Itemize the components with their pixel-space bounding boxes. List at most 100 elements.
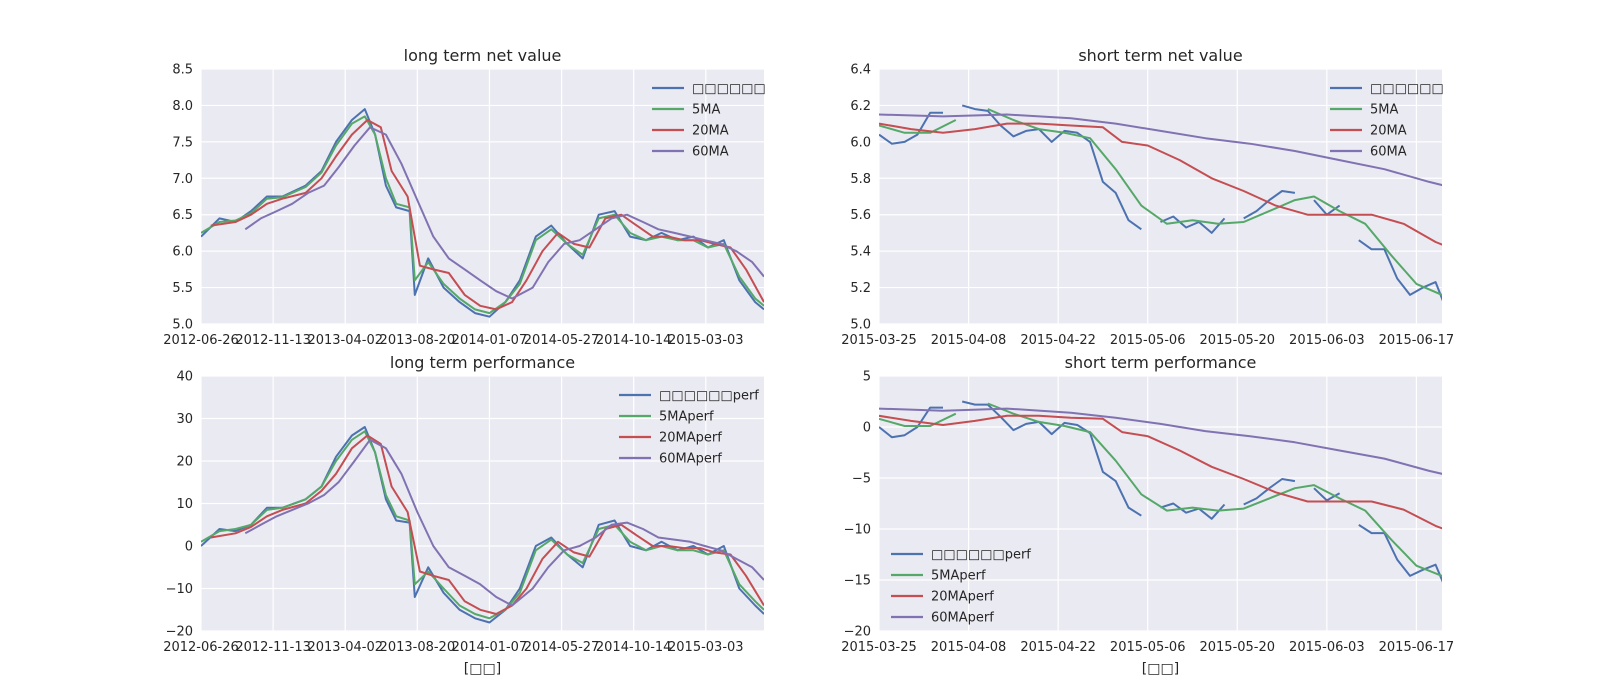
y-tick-label: 5.4 [850,245,871,260]
x-tick-label: 2015-06-03 [1289,640,1365,655]
series-line-1 [201,115,764,315]
legend-label: 20MAperf [659,431,722,446]
legend-label: 60MAperf [931,611,994,626]
series-line-2 [879,122,1442,246]
x-tick-label: 2014-01-07 [452,333,528,348]
y-tick-label: 30 [176,412,193,427]
y-tick-label: 5 [863,370,871,385]
legend-label: 5MAperf [931,569,986,584]
legend-label: 60MA [1370,145,1407,160]
series-line-2 [210,434,764,615]
legend: □□□□□□ 5MA 20MA 60MA [652,82,766,160]
x-tick-label: 2015-05-20 [1199,640,1275,655]
y-tick-label: 5.2 [850,281,871,296]
y-tick-label: −5 [852,472,871,487]
legend-label: 20MA [1370,124,1407,139]
series-line-2 [210,119,764,311]
legend-label: 60MAperf [659,452,722,467]
y-tick-label: −20 [844,625,871,640]
series-line-0 [879,400,1442,583]
x-tick-label: 2015-06-03 [1289,333,1365,348]
x-tick-label: 2014-10-14 [596,640,672,655]
legend-label: 5MA [692,103,720,118]
y-tick-label: 5.8 [850,172,871,187]
x-tick-label: 2012-11-13 [235,640,311,655]
y-tick-label: −15 [844,574,871,589]
x-tick-label: 2014-05-27 [524,640,600,655]
chart-long-term-performance: −20−100102030402012-06-262012-11-132013-… [163,353,764,677]
y-tick-label: 6.5 [172,208,193,223]
legend-label: 5MA [1370,103,1398,118]
legend-label: □□□□□□perf [931,548,1031,563]
plot-area [879,69,1442,324]
chart-short-term-performance: −20 −15 −10 −5 0 5 2015-03-25 2015-04-08 2015-04… [841,353,1455,677]
series-line-0 [879,104,1442,302]
x-tick-label: 2013-08-20 [380,640,456,655]
series-line-3 [244,126,764,300]
legend-label: □□□□□□perf [659,389,759,404]
series-line-1 [201,430,764,620]
chart-short-term-net-value: 5.0 5.2 5.4 5.6 5.8 6.0 6.2 6.4 2015-03-25 2015-0… [841,46,1455,348]
x-tick-label: 2015-03-03 [668,640,744,655]
y-tick-label: 7.0 [172,172,193,187]
legend-label: □□□□□□ [692,82,766,97]
y-tick-label: 6.2 [850,99,871,114]
x-tick-label: 2015-05-06 [1110,333,1186,348]
legend-label: 20MA [692,124,729,139]
y-tick-label: 8.5 [172,63,193,78]
x-tick-label: 2015-06-17 [1379,640,1455,655]
x-tick-label: 2015-03-03 [668,333,744,348]
y-tick-label: 20 [176,455,193,470]
legend: □□□□□□ 5MA 20MA 60MA [1330,82,1444,160]
x-tick-label: 2015-04-08 [931,333,1007,348]
y-tick-label: −20 [166,625,193,640]
x-tick-label: 2015-06-17 [1379,333,1455,348]
x-tick-label: 2012-06-26 [163,640,239,655]
y-tick-label: 40 [176,370,193,385]
y-tick-label: 6.0 [172,245,193,260]
x-tick-label: 2015-04-08 [931,640,1007,655]
legend: □□□□□□perf 5MAperf 20MAperf 60MAperf [619,389,759,467]
series-line-3 [244,438,764,607]
x-axis-label: [□□] [1142,661,1179,677]
chart-title: short term net value [1078,46,1242,65]
x-axis-label: [□□] [464,661,501,677]
x-tick-label: 2015-05-20 [1199,333,1275,348]
series-line-2 [879,414,1442,530]
series-line-1 [879,402,1442,577]
y-tick-label: 7.5 [172,135,193,150]
legend: □□□□□□perf 5MAperf 20MAperf 60MAperf [891,548,1031,626]
x-tick-label: 2014-05-27 [524,333,600,348]
legend-label: □□□□□□ [1370,82,1444,97]
chart-title: long term net value [404,46,562,65]
y-tick-label: 5.0 [850,318,871,333]
y-tick-label: 8.0 [172,99,193,114]
x-tick-label: 2014-10-14 [596,333,672,348]
y-tick-label: −10 [844,523,871,538]
x-tick-label: 2015-04-22 [1020,640,1096,655]
y-tick-label: 6.4 [850,63,871,78]
y-tick-label: 5.6 [850,208,871,223]
series-line-3 [879,113,1442,187]
x-tick-label: 2013-04-02 [307,333,383,348]
legend-label: 20MAperf [931,590,994,605]
series-line-3 [879,407,1442,475]
chart-title: long term performance [390,353,575,372]
x-tick-label: 2015-03-25 [841,333,917,348]
chart-title: short term performance [1065,353,1257,372]
y-tick-label: 6.0 [850,135,871,150]
y-tick-label: 5.0 [172,318,193,333]
x-tick-label: 2015-05-06 [1110,640,1186,655]
series-line-1 [879,108,1442,296]
x-tick-label: 2015-04-22 [1020,333,1096,348]
y-tick-label: 5.5 [172,281,193,296]
x-tick-label: 2013-08-20 [380,333,456,348]
x-tick-label: 2013-04-02 [307,640,383,655]
y-tick-label: 0 [863,421,871,436]
y-tick-label: −10 [166,582,193,597]
legend-label: 60MA [692,145,729,160]
x-tick-label: 2012-06-26 [163,333,239,348]
x-tick-label: 2014-01-07 [452,640,528,655]
chart-long-term-net-value: 5.0 5.5 6.0 6.5 7.0 7.5 8.0 8.5 2012-06-262012-1… [163,46,765,348]
